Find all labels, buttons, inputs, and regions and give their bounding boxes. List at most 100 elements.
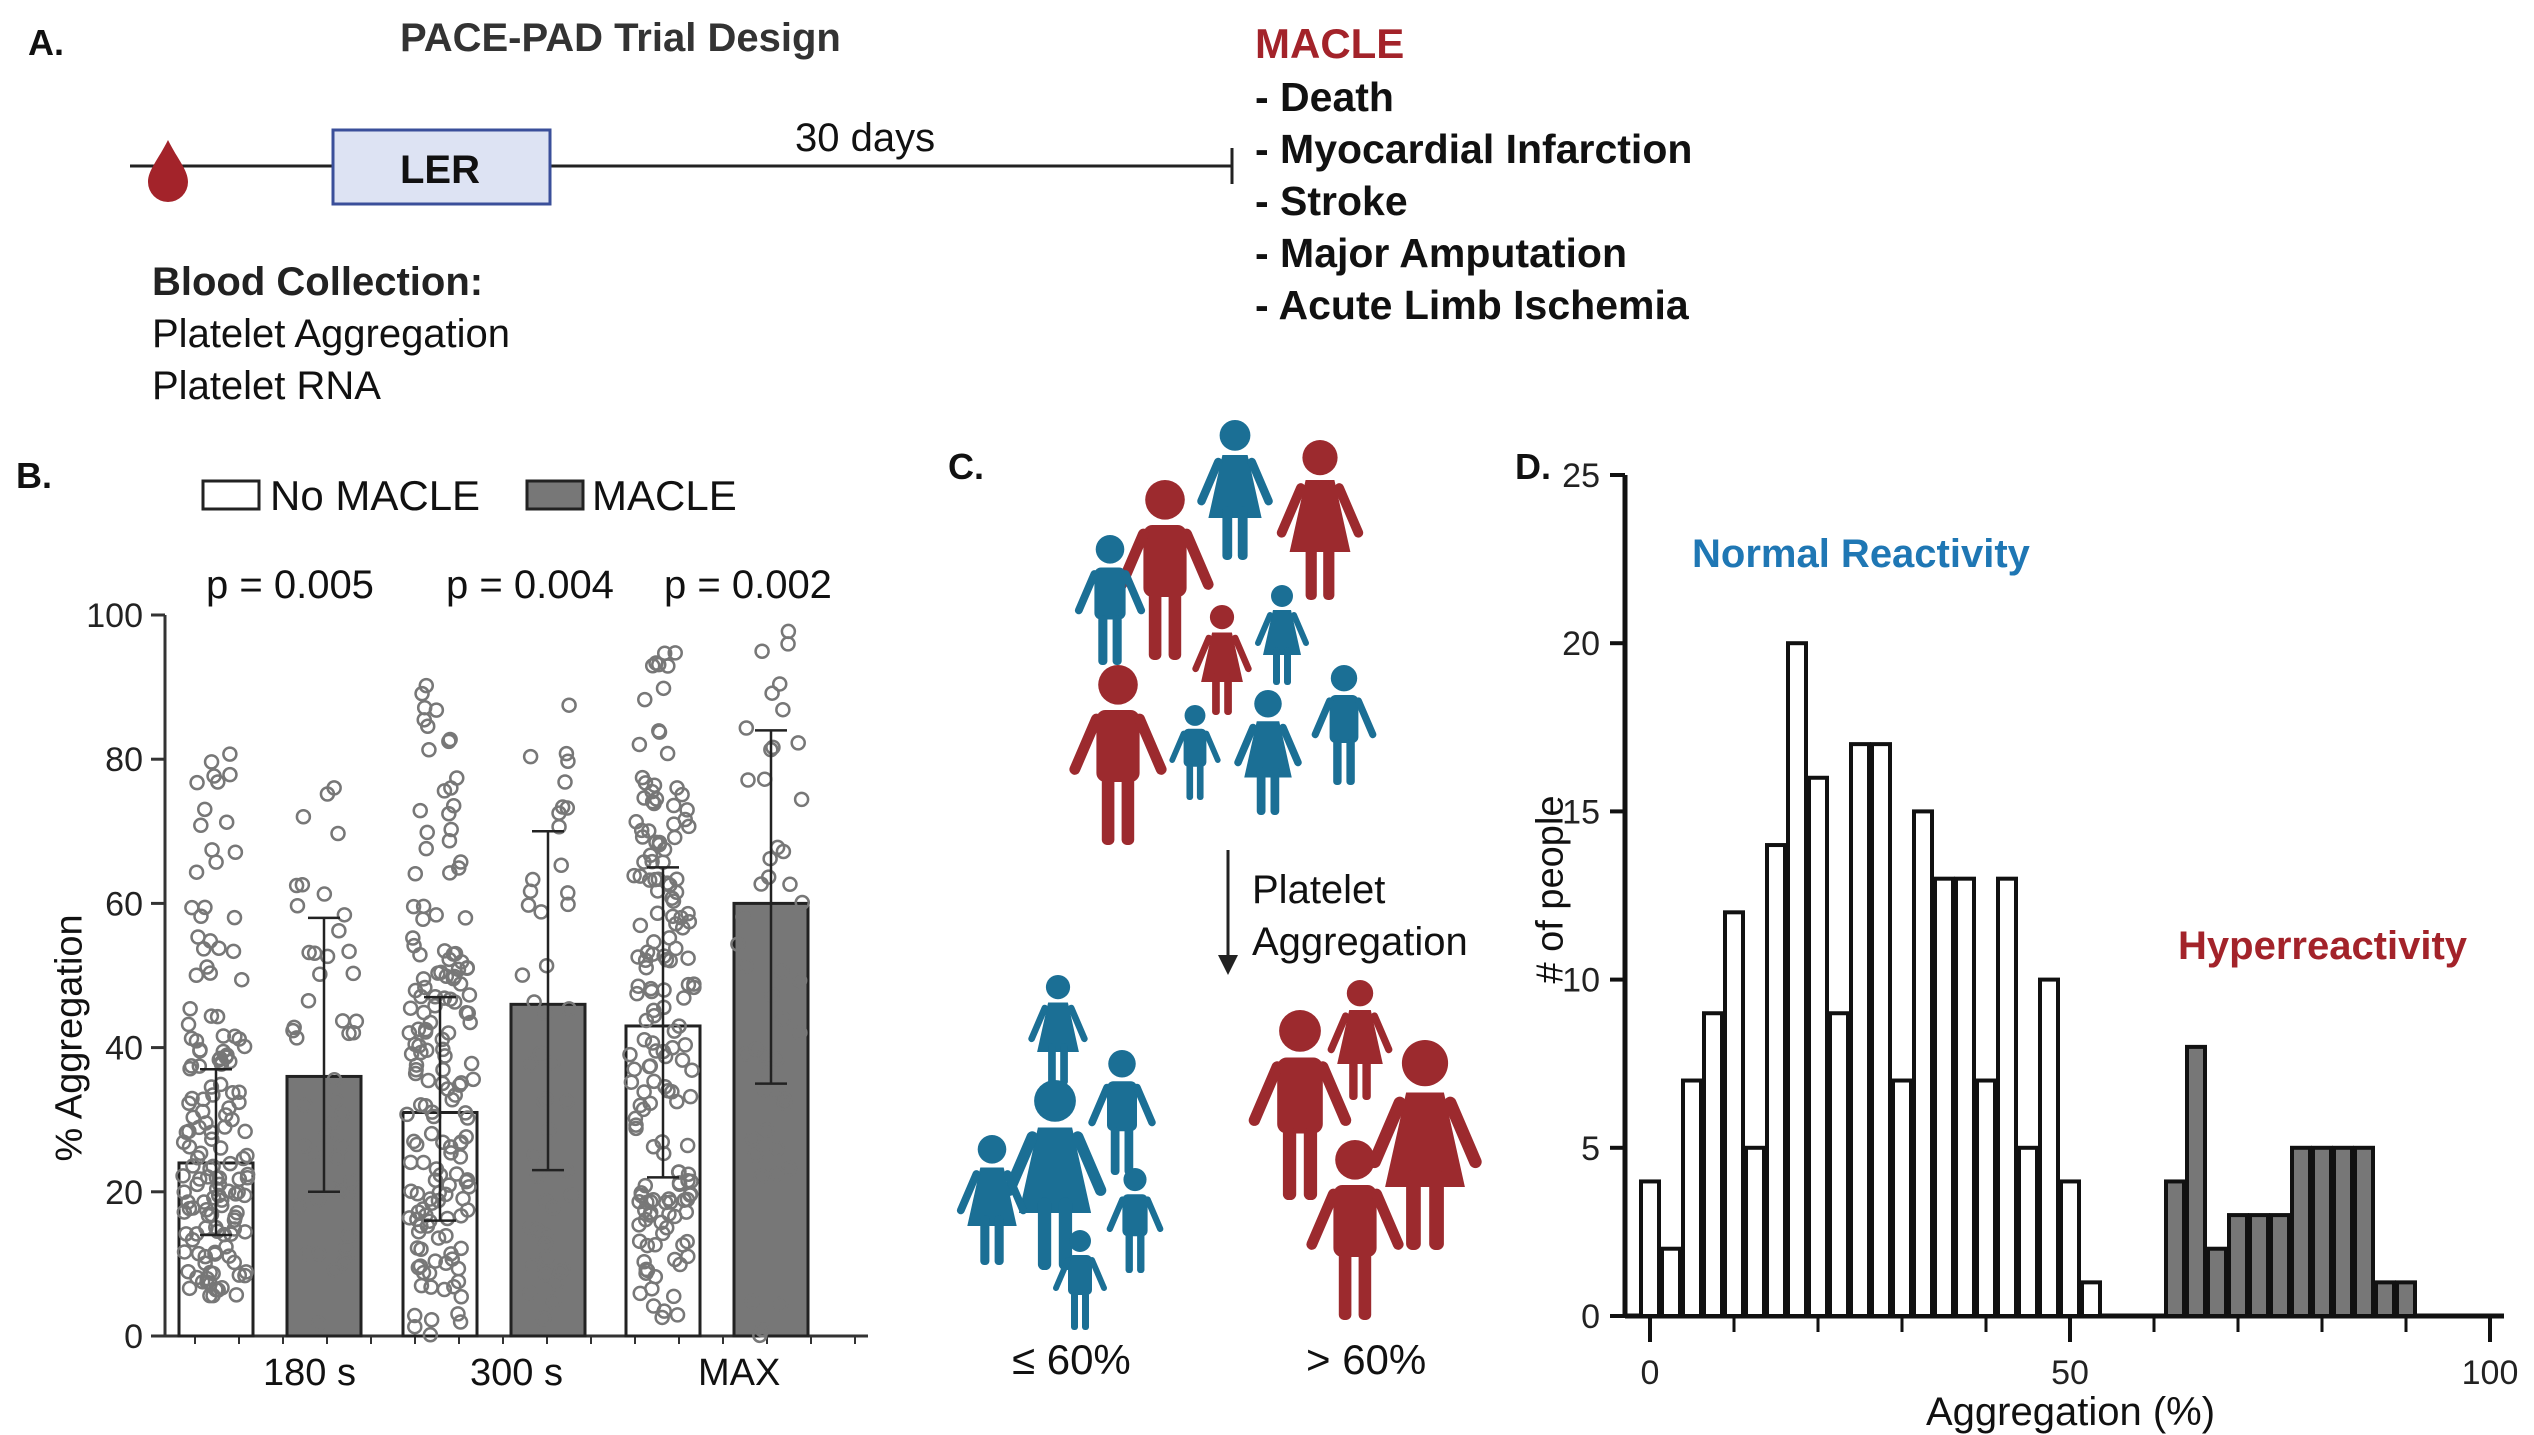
data-point	[669, 1307, 686, 1323]
data-point	[295, 808, 312, 825]
data-point	[288, 877, 305, 894]
data-point	[462, 1014, 478, 1031]
data-point	[194, 1103, 211, 1120]
hist-bar-normal	[1660, 1246, 1682, 1318]
data-point	[627, 1110, 644, 1127]
data-point	[405, 898, 422, 915]
person-body	[1289, 480, 1351, 552]
x-tick-label: 50	[2051, 1354, 2089, 1392]
data-point	[228, 1287, 245, 1303]
person-leg	[1358, 1251, 1372, 1320]
data-point	[522, 883, 539, 900]
data-point	[552, 1263, 569, 1280]
data-point	[348, 1013, 365, 1030]
hist-bar-normal	[1807, 775, 1829, 1318]
data-point	[442, 1139, 459, 1155]
data-point	[636, 1084, 652, 1100]
hist-bar-hyper	[2290, 1145, 2312, 1319]
data-point	[222, 746, 238, 762]
data-point	[203, 1079, 220, 1095]
data-point	[735, 909, 751, 925]
normal-reactivity-label: Normal Reactivity	[1692, 532, 2030, 576]
person-leg	[1186, 763, 1194, 800]
person-head	[1335, 1140, 1375, 1180]
data-point	[655, 1225, 671, 1242]
pvalue-180s: p = 0.005	[206, 563, 374, 607]
data-point	[203, 1008, 220, 1024]
data-point	[637, 775, 654, 791]
data-point	[184, 1232, 201, 1248]
data-point	[669, 780, 685, 796]
data-point	[682, 1088, 699, 1105]
data-point	[399, 1106, 415, 1123]
data-point	[434, 1031, 451, 1048]
data-point	[199, 1169, 216, 1185]
data-point	[413, 1241, 429, 1257]
data-point	[215, 1043, 232, 1060]
person-arm	[1053, 1257, 1071, 1291]
data-point	[630, 978, 646, 994]
data-point	[671, 1175, 688, 1191]
data-point	[336, 907, 353, 923]
data-point	[744, 1130, 761, 1147]
data-point	[631, 736, 648, 753]
aggregation-arrow-head	[1218, 955, 1238, 975]
data-point	[214, 1280, 230, 1296]
data-point	[197, 801, 213, 818]
data-point	[188, 967, 205, 984]
person-head	[1209, 605, 1235, 630]
data-point	[526, 994, 542, 1010]
data-point	[738, 720, 755, 736]
data-point	[452, 1149, 469, 1165]
person-arm	[1248, 1061, 1283, 1126]
data-point	[453, 854, 469, 870]
data-point	[753, 876, 769, 892]
xtick-180s: 180 s	[263, 1352, 356, 1394]
person-leg	[1346, 739, 1355, 785]
data-point	[677, 1037, 694, 1053]
data-point	[203, 1124, 220, 1141]
data-point	[181, 1095, 197, 1112]
hist-bar-normal	[2059, 1179, 2081, 1318]
person-leg	[1125, 1233, 1133, 1273]
xtick-300s: 300 s	[470, 1352, 563, 1394]
person-arm	[1370, 1012, 1393, 1054]
data-point	[628, 814, 644, 830]
data-point	[631, 1217, 647, 1233]
data-point	[340, 1183, 357, 1200]
data-point	[794, 894, 811, 911]
person-body	[967, 1167, 1017, 1226]
data-point	[629, 985, 645, 1002]
person-arm	[1192, 634, 1213, 673]
person-blue	[1234, 690, 1302, 815]
data-point	[632, 1285, 648, 1302]
person-arm	[1089, 1257, 1107, 1291]
person-arm	[1074, 570, 1099, 615]
data-point	[215, 1028, 232, 1044]
data-point	[438, 968, 455, 985]
data-point	[339, 1251, 355, 1268]
person-red	[1368, 1040, 1482, 1250]
blood-item-aggregation: Platelet Aggregation	[152, 312, 511, 356]
person-body	[1263, 610, 1301, 655]
data-point	[416, 699, 433, 716]
data-point	[459, 1110, 476, 1126]
data-point	[417, 979, 433, 996]
person-red	[1069, 665, 1167, 845]
data-point	[204, 1131, 220, 1147]
person-body	[1143, 525, 1187, 597]
data-point	[453, 1208, 469, 1224]
data-point	[680, 1166, 697, 1182]
data-point	[188, 864, 205, 880]
data-point	[178, 1124, 195, 1141]
person-red	[1306, 1140, 1404, 1320]
person-leg	[1224, 673, 1232, 715]
y-tick-label: 40	[105, 1030, 143, 1068]
y-tick-label: 25	[1562, 457, 1600, 495]
data-point	[637, 691, 653, 708]
person-head	[1219, 420, 1251, 451]
hyperreactivity-label: Hyperreactivity	[2178, 924, 2468, 968]
person-leg	[1112, 615, 1122, 665]
data-point	[305, 1146, 322, 1162]
person-head	[1034, 1080, 1076, 1122]
